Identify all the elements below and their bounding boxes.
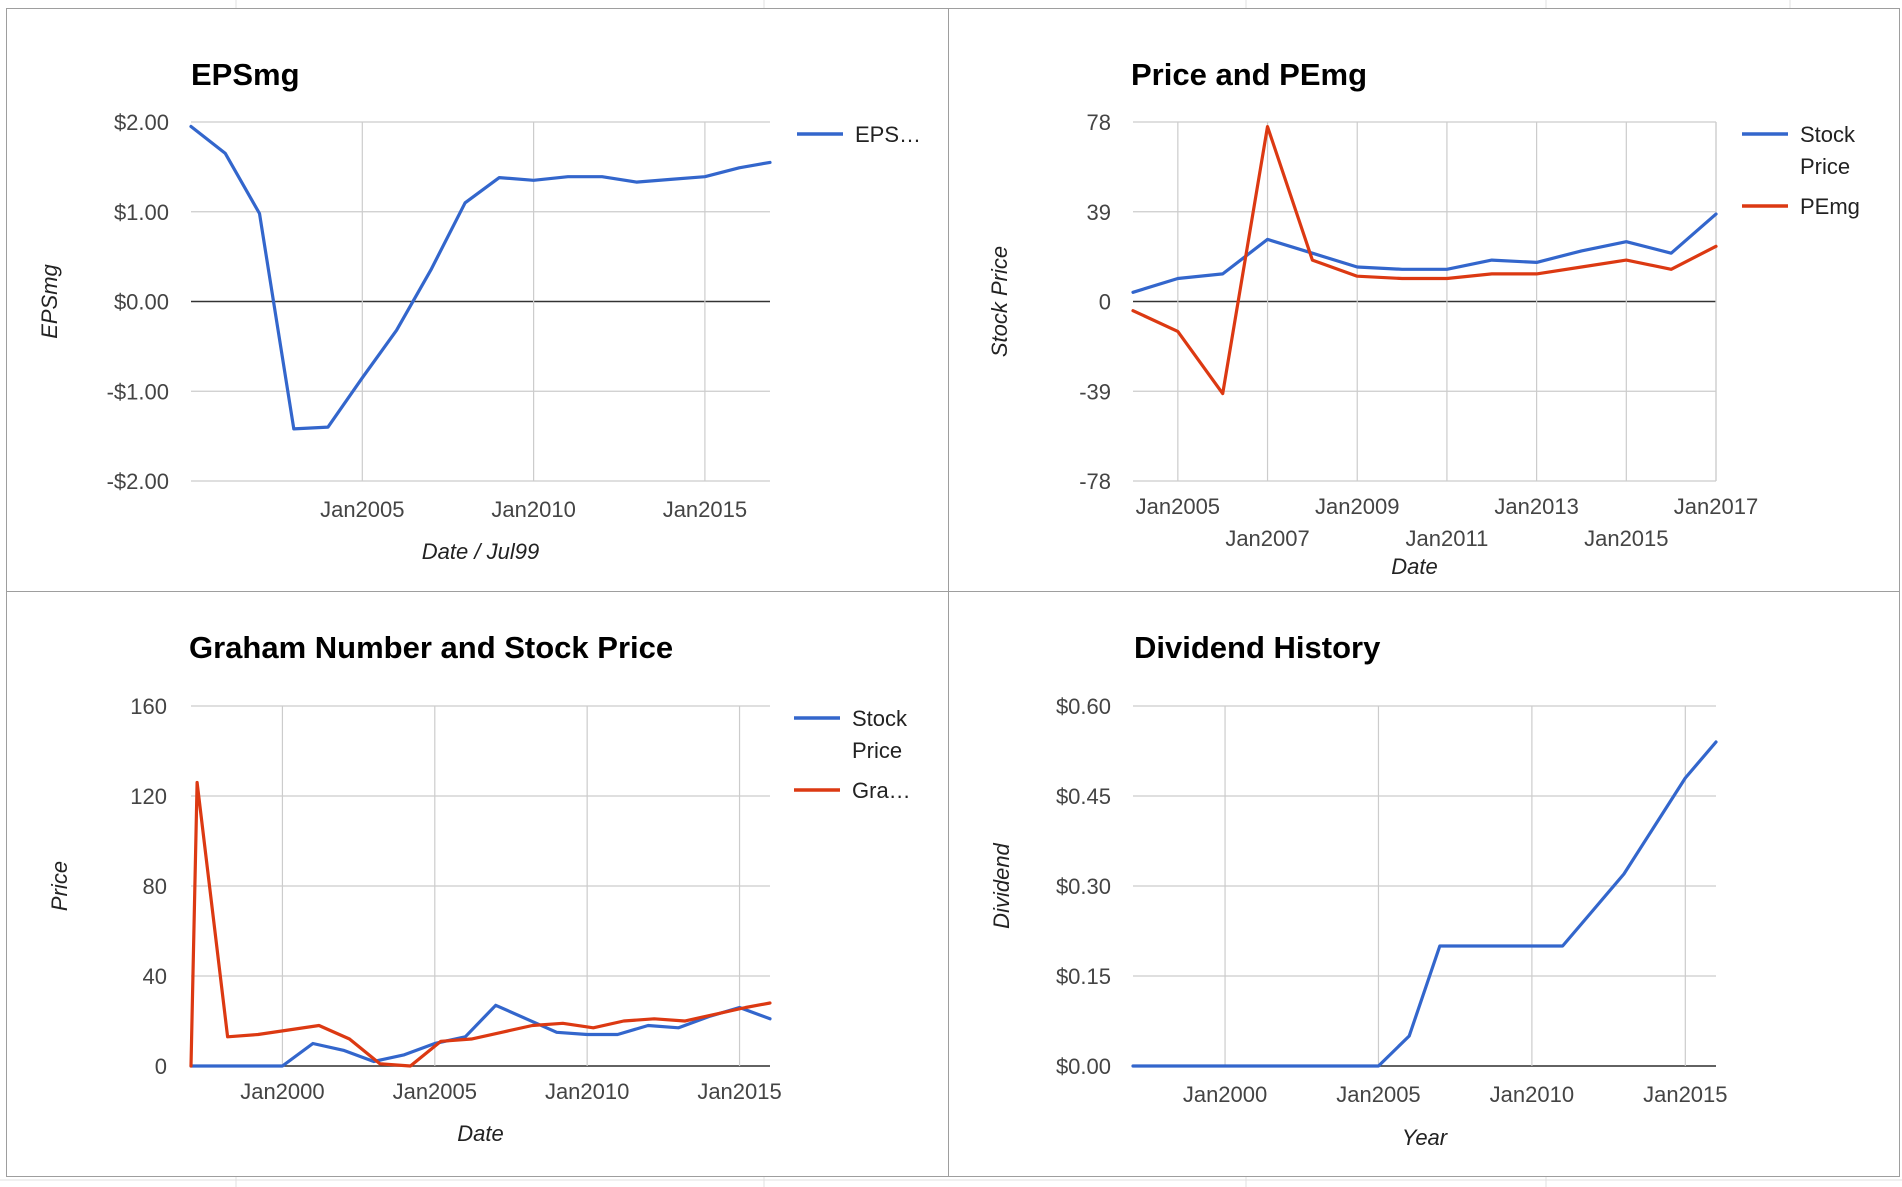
chart-panel-graham[interactable]: Graham Number and Stock Price 160 120 80 40 0… bbox=[6, 591, 949, 1177]
x-tick-label: Jan2005 bbox=[320, 497, 404, 522]
y-tick-label: -39 bbox=[1079, 379, 1111, 404]
chart-panel-eps[interactable]: EPSmg $2.00 $1.00 $0.00 -$1.00 -$2.00 Jan2005 J… bbox=[6, 8, 949, 592]
x-tick-label: Jan2009 bbox=[1315, 494, 1399, 519]
y-tick-label: $1.00 bbox=[114, 200, 169, 225]
y-tick-label: $0.45 bbox=[1056, 784, 1111, 809]
legend-label: Stock bbox=[852, 706, 908, 731]
y-axis-title: Stock Price bbox=[987, 246, 1012, 357]
series-line-1 bbox=[1131, 124, 1718, 396]
y-tick-label: $2.00 bbox=[114, 110, 169, 135]
x-tick-label: Jan2017 bbox=[1674, 494, 1758, 519]
y-tick-label: -78 bbox=[1079, 469, 1111, 494]
x-tick-label: Jan2007 bbox=[1225, 526, 1309, 551]
series-line-1 bbox=[189, 780, 772, 1068]
legend-label: Gra… bbox=[852, 778, 911, 803]
x-tick-label: Jan2010 bbox=[491, 497, 575, 522]
y-tick-label: -$2.00 bbox=[107, 469, 169, 494]
chart-eps: EPSmg $2.00 $1.00 $0.00 -$1.00 -$2.00 Jan2005 J… bbox=[37, 57, 921, 564]
chart-title: Dividend History bbox=[1134, 630, 1381, 665]
x-tick-label: Jan2010 bbox=[1490, 1082, 1574, 1107]
y-tick-label: $0.60 bbox=[1056, 694, 1111, 719]
x-tick-label: Jan2015 bbox=[663, 497, 747, 522]
y-tick-label: $0.00 bbox=[114, 290, 169, 315]
chart-panel-dividend[interactable]: Dividend History $0.60 $0.45 $0.30 $0.15 $0.0… bbox=[948, 591, 1900, 1177]
y-tick-label: 120 bbox=[130, 784, 167, 809]
x-tick-label: Jan2015 bbox=[697, 1079, 781, 1104]
chart-title: EPSmg bbox=[191, 57, 300, 92]
legend-label: PEmg bbox=[1800, 194, 1860, 219]
series-line-0 bbox=[189, 124, 772, 431]
series-line-0 bbox=[1131, 212, 1718, 294]
x-tick-label: Jan2013 bbox=[1494, 494, 1578, 519]
y-tick-label: 160 bbox=[130, 694, 167, 719]
x-axis-title: Date bbox=[1391, 554, 1437, 579]
legend-label: Price bbox=[852, 738, 902, 763]
chart-dividend: Dividend History $0.60 $0.45 $0.30 $0.15 $0.0… bbox=[989, 630, 1728, 1150]
legend-label: Price bbox=[1800, 154, 1850, 179]
x-tick-label: Jan2005 bbox=[1336, 1082, 1420, 1107]
x-tick-label: Jan2000 bbox=[1183, 1082, 1267, 1107]
y-tick-label: 80 bbox=[143, 874, 167, 899]
legend-label: EPS… bbox=[855, 122, 921, 147]
x-axis-title: Date bbox=[457, 1121, 503, 1146]
x-tick-label: Jan2000 bbox=[240, 1079, 324, 1104]
chart-title: Graham Number and Stock Price bbox=[189, 630, 673, 665]
x-axis-title: Date / Jul99 bbox=[422, 539, 539, 564]
series-line-0 bbox=[1131, 740, 1718, 1068]
chart-panel-price-pe[interactable]: Price and PEmg 78 39 0 -39 -78 Jan2005 Jan2007 J… bbox=[948, 8, 1900, 592]
series-line-0 bbox=[189, 1003, 772, 1068]
y-tick-label: $0.00 bbox=[1056, 1054, 1111, 1079]
x-axis-title: Year bbox=[1402, 1125, 1449, 1150]
y-tick-label: 39 bbox=[1087, 200, 1111, 225]
y-tick-label: 0 bbox=[155, 1054, 167, 1079]
x-tick-label: Jan2005 bbox=[393, 1079, 477, 1104]
legend-label: Stock bbox=[1800, 122, 1856, 147]
chart-title: Price and PEmg bbox=[1131, 57, 1367, 92]
y-tick-label: 40 bbox=[143, 964, 167, 989]
y-tick-label: 0 bbox=[1099, 290, 1111, 315]
x-tick-label: Jan2005 bbox=[1136, 494, 1220, 519]
x-tick-label: Jan2015 bbox=[1643, 1082, 1727, 1107]
y-axis-title: EPSmg bbox=[37, 263, 62, 338]
y-axis-title: Dividend bbox=[989, 842, 1014, 928]
x-tick-label: Jan2011 bbox=[1406, 526, 1489, 551]
x-tick-label: Jan2010 bbox=[545, 1079, 629, 1104]
y-tick-label: $0.15 bbox=[1056, 964, 1111, 989]
x-tick-label: Jan2015 bbox=[1584, 526, 1668, 551]
y-axis-title: Price bbox=[47, 861, 72, 911]
y-tick-label: $0.30 bbox=[1056, 874, 1111, 899]
chart-graham: Graham Number and Stock Price 160 120 80 40 0… bbox=[47, 630, 911, 1146]
y-tick-label: 78 bbox=[1087, 110, 1111, 135]
y-tick-label: -$1.00 bbox=[107, 379, 169, 404]
chart-price-pe: Price and PEmg78390-39-78Jan2005Jan2007J… bbox=[987, 57, 1860, 579]
